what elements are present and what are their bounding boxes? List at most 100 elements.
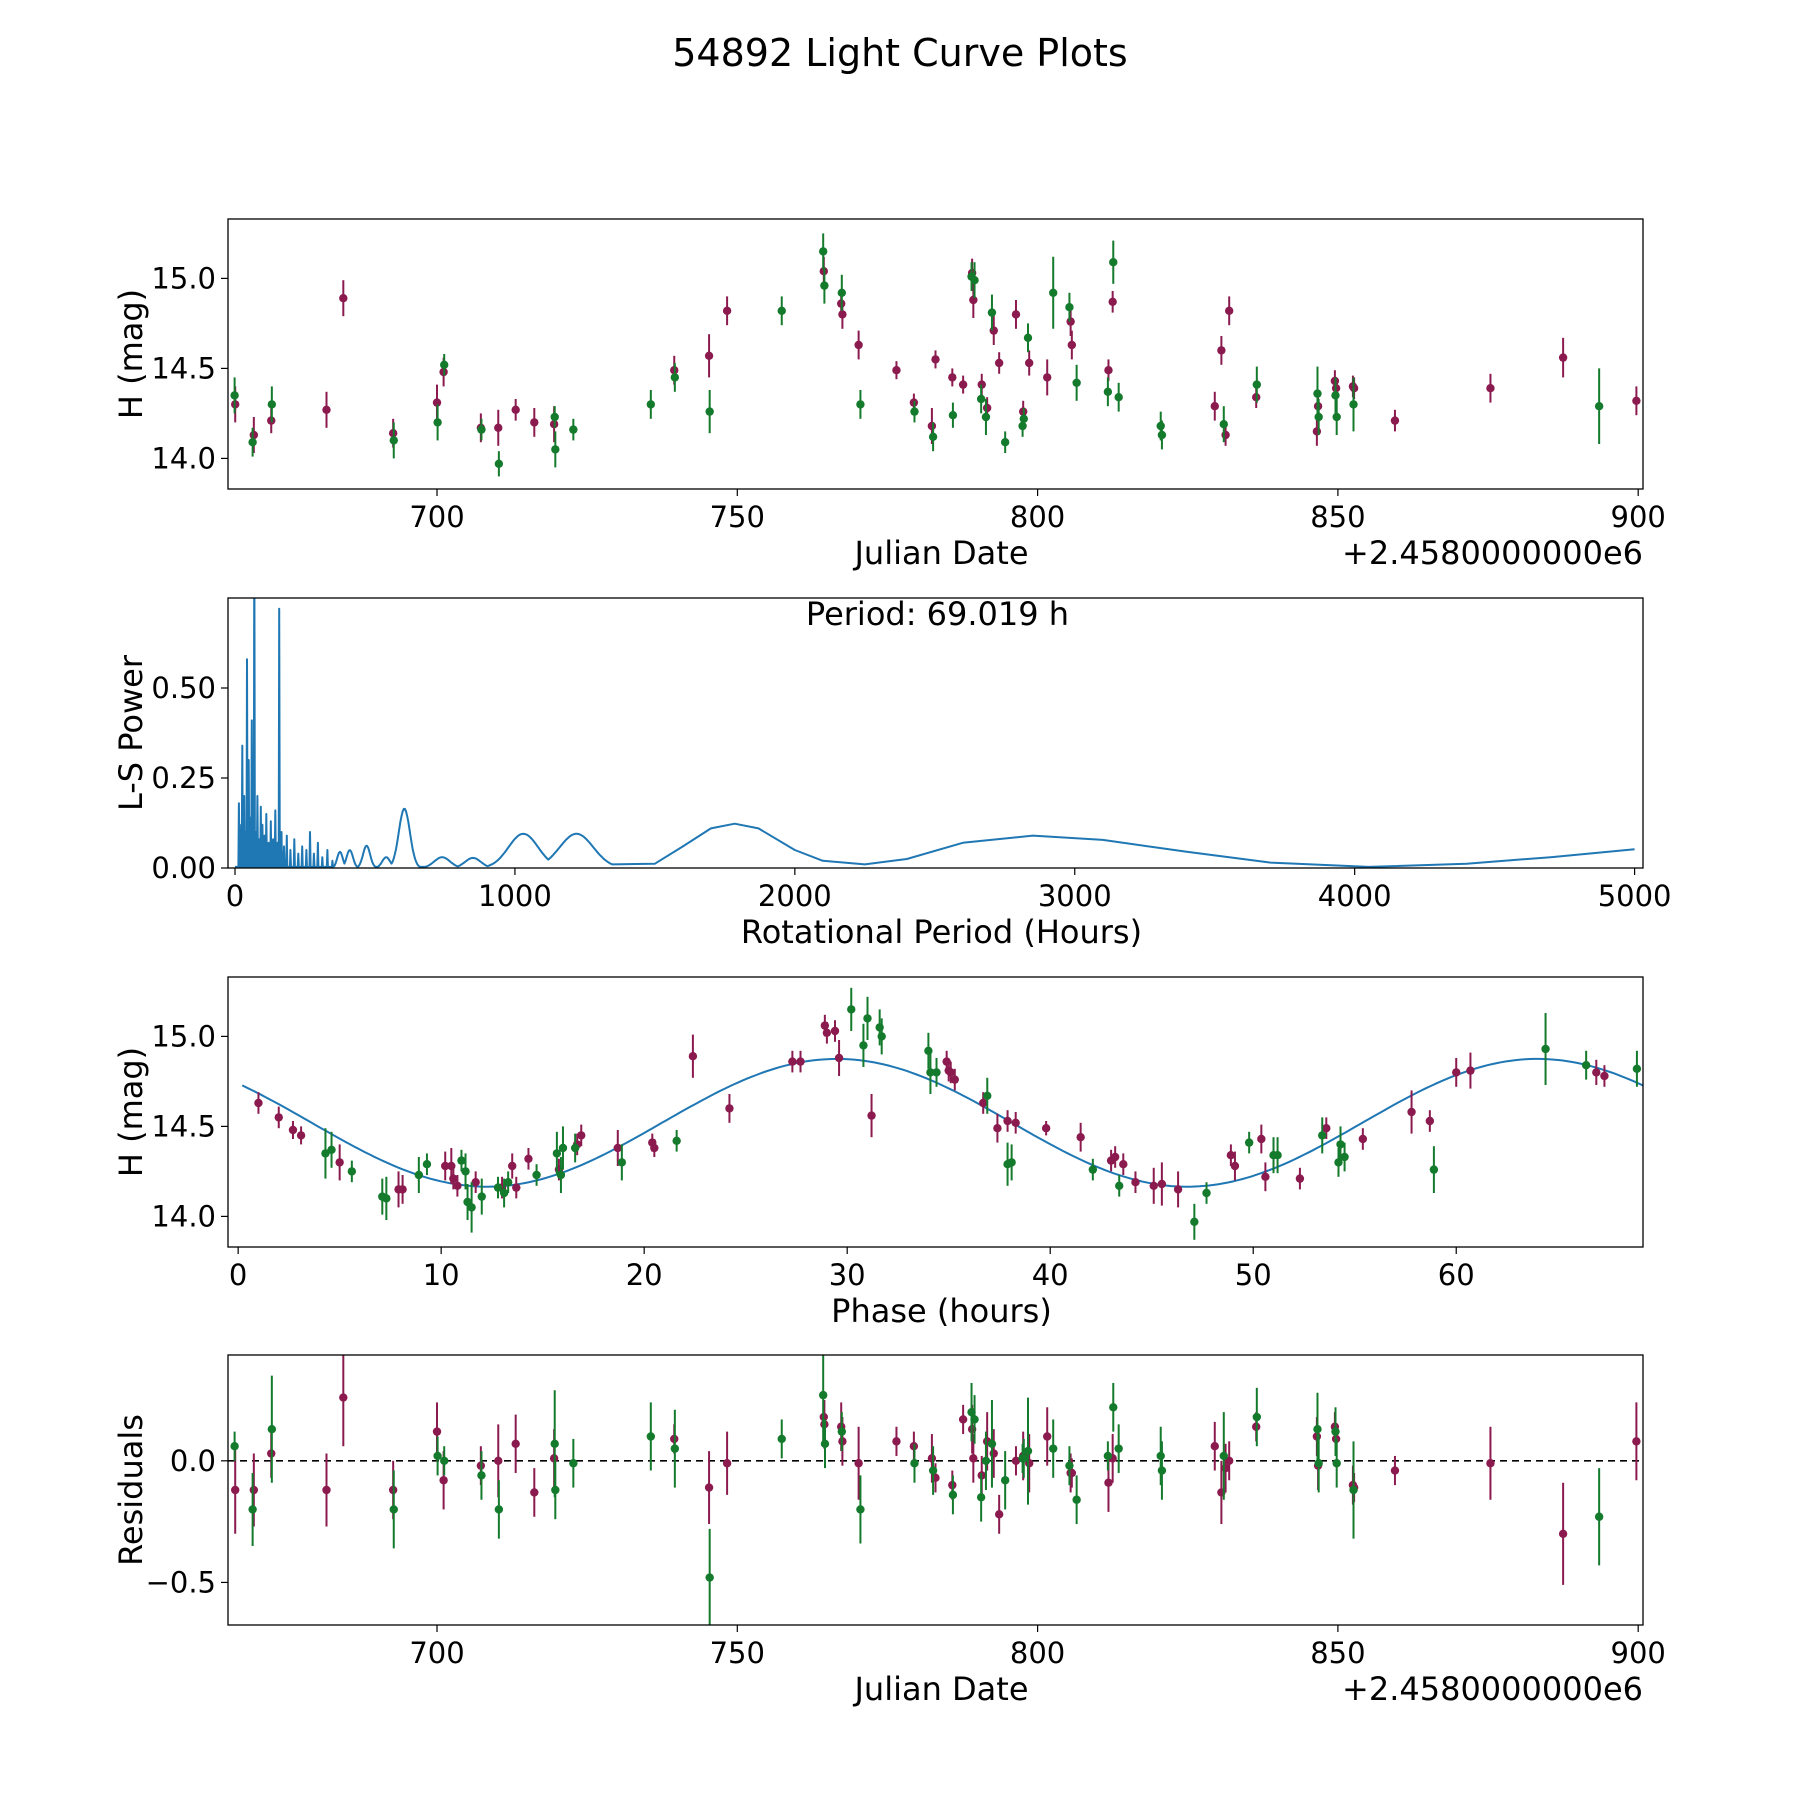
x-tick-label: 60 (1438, 1258, 1475, 1292)
data-point (989, 1449, 998, 1458)
data-point (1202, 1188, 1211, 1198)
plot-frame (227, 976, 1644, 1248)
data-point (926, 1068, 935, 1077)
x-tick-label: 750 (710, 500, 765, 534)
data-point (979, 1098, 988, 1108)
data-point (958, 380, 968, 389)
data-point (449, 1174, 458, 1183)
data-point (1252, 1412, 1262, 1422)
data-point (569, 425, 578, 434)
data-point (722, 306, 732, 315)
y-axis-label: Residuals (112, 1414, 150, 1566)
data-point (969, 295, 978, 305)
data-point (422, 1160, 432, 1169)
data-point (1221, 430, 1230, 440)
data-point (1072, 378, 1081, 387)
y-tick-label: 0.25 (151, 761, 216, 795)
data-point (494, 1456, 503, 1466)
data-point (1019, 414, 1028, 423)
data-point (322, 405, 331, 414)
data-point (347, 1167, 357, 1176)
x-tick-label: 700 (409, 500, 464, 534)
data-point (1018, 421, 1027, 431)
data-point (511, 405, 520, 414)
data-point (1312, 427, 1322, 436)
data-point (551, 1485, 560, 1495)
data-point (1244, 1138, 1254, 1147)
data-point (249, 430, 259, 440)
period-annotation: Period: 69.019 h (806, 595, 1069, 633)
data-point (1594, 1512, 1604, 1521)
data-point (818, 1390, 828, 1400)
data-point (556, 1170, 566, 1180)
series-green (230, 1355, 1604, 1625)
data-point (705, 407, 714, 416)
x-tick-label: 700 (409, 1636, 464, 1670)
data-point (335, 1158, 344, 1167)
x-tick-label: 5000 (1598, 879, 1672, 913)
data-point (993, 1124, 1002, 1133)
data-point (467, 1203, 476, 1212)
x-tick-label: 1000 (478, 879, 552, 913)
data-point (1011, 1456, 1021, 1466)
data-point (928, 1466, 938, 1475)
data-point (1210, 402, 1219, 411)
data-point (503, 1178, 513, 1187)
y-tick-label: 15.0 (151, 261, 216, 295)
data-point (248, 438, 257, 447)
data-point (688, 1052, 698, 1061)
data-point (1252, 380, 1262, 389)
data-point (1486, 1459, 1495, 1468)
data-point (558, 1143, 568, 1153)
data-point (670, 1444, 680, 1453)
x-tick-label: 3000 (1038, 879, 1112, 913)
x-offset-label: +2.4580000000e6 (1342, 1670, 1643, 1708)
data-point (705, 1573, 714, 1582)
y-tick-label: 15.0 (151, 1019, 216, 1053)
data-point (1425, 1116, 1435, 1126)
data-point (910, 407, 919, 416)
data-point (981, 412, 991, 422)
data-point (230, 391, 239, 400)
data-point (512, 1183, 521, 1192)
x-tick-label: 800 (1010, 500, 1065, 534)
data-point (1104, 1478, 1113, 1487)
data-point (1592, 1068, 1601, 1077)
data-point (830, 1026, 840, 1036)
data-point (1452, 1068, 1461, 1077)
data-point (461, 1167, 470, 1176)
data-point (1273, 1151, 1282, 1160)
data-point (1226, 1151, 1236, 1160)
x-axis-label: Julian Date (852, 1670, 1028, 1708)
figure-title: 54892 Light Curve Plots (672, 31, 1127, 75)
series-maroon (254, 1014, 1609, 1208)
x-tick-label: 20 (626, 1258, 663, 1292)
data-point (1114, 1444, 1123, 1453)
data-point (987, 1439, 997, 1448)
data-point (433, 1451, 442, 1461)
plot-area (234, 598, 1635, 868)
data-point (847, 1005, 856, 1014)
data-point (1157, 1466, 1167, 1475)
series-maroon (231, 1355, 1641, 1585)
data-point (440, 360, 449, 369)
data-point (248, 1505, 257, 1514)
data-point (1103, 1451, 1113, 1461)
data-point (1331, 391, 1340, 400)
data-point (1011, 310, 1021, 319)
data-point (704, 1483, 714, 1492)
data-point (1332, 412, 1341, 422)
data-point (1019, 1454, 1028, 1463)
data-point (1318, 1131, 1327, 1140)
data-point (1043, 373, 1052, 382)
data-point (570, 1143, 580, 1153)
data-point (982, 403, 992, 413)
y-axis-label: H (mag) (112, 1047, 150, 1177)
data-point (1632, 1437, 1641, 1446)
data-point (288, 1125, 298, 1135)
data-point (854, 340, 863, 350)
data-point (928, 432, 938, 441)
data-point (989, 326, 998, 335)
y-axis-label: H (mag) (112, 289, 150, 419)
series-green (230, 233, 1604, 477)
